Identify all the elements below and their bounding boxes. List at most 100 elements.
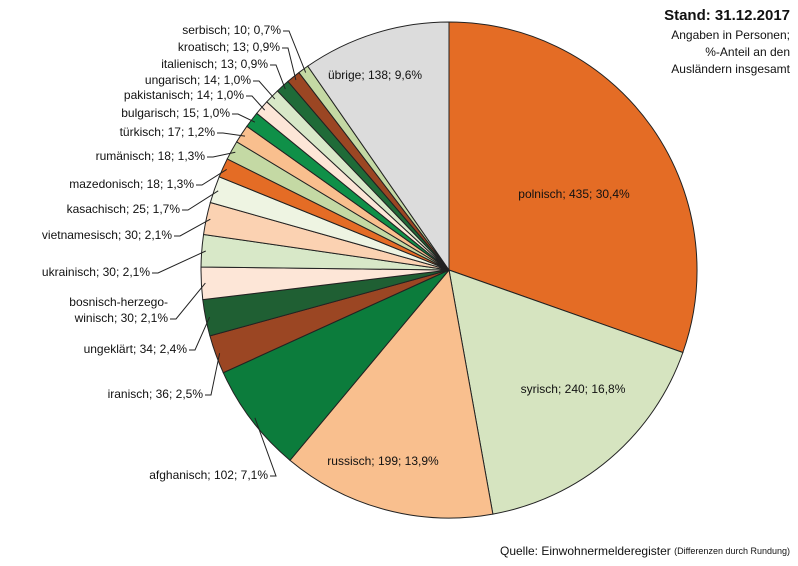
value-label: 18 xyxy=(158,149,172,163)
separator: ; xyxy=(210,88,217,102)
slice-label: rumänisch; 18; 1,3% xyxy=(96,149,206,163)
separator: ; xyxy=(371,454,378,468)
percent-label: 1,3% xyxy=(167,177,195,191)
slice-label: türkisch; 17; 1,2% xyxy=(120,125,216,139)
slice-label: übrige; 138; 9,6% xyxy=(328,68,422,82)
separator: ; xyxy=(133,342,140,356)
separator: ; xyxy=(146,202,153,216)
percent-label: 1,3% xyxy=(178,149,206,163)
separator: ; xyxy=(197,73,204,87)
value-label: 102 xyxy=(214,468,234,482)
slice-label: syrisch; 240; 16,8% xyxy=(521,382,626,396)
slice-label: bosnisch-herzego-winisch; 30; 2,1% xyxy=(69,295,168,325)
value-label: 18 xyxy=(147,177,161,191)
value-label: 30 xyxy=(121,311,135,325)
separator: ; xyxy=(246,40,253,54)
leader-line xyxy=(253,80,276,100)
category-label: pakistanisch xyxy=(124,88,190,102)
category-label: winisch xyxy=(74,311,114,325)
separator: ; xyxy=(558,382,565,396)
leader-line xyxy=(270,64,286,90)
category-label: kroatisch xyxy=(178,40,226,54)
separator: ; xyxy=(214,57,221,71)
separator: ; xyxy=(234,57,241,71)
value-label: 15 xyxy=(183,106,197,120)
subtitle: %-Anteil an den xyxy=(705,45,790,59)
category-label: vietnamesisch xyxy=(42,228,118,242)
percent-label: 0,9% xyxy=(241,57,269,71)
category-label: italienisch xyxy=(161,57,214,71)
separator: ; xyxy=(118,228,125,242)
separator: ; xyxy=(160,177,167,191)
percent-label: 2,1% xyxy=(141,311,169,325)
separator: ; xyxy=(116,265,123,279)
value-label: 240 xyxy=(565,382,585,396)
slice-label: ungarisch; 14; 1,0% xyxy=(145,73,251,87)
separator: ; xyxy=(138,228,145,242)
slice-label: iranisch; 36; 2,5% xyxy=(108,387,204,401)
separator: ; xyxy=(171,149,178,163)
source-note: (Differenzen durch Rundung) xyxy=(674,546,790,556)
separator: ; xyxy=(398,454,405,468)
separator: ; xyxy=(161,125,168,139)
percent-label: 16,8% xyxy=(591,382,625,396)
category-label: bosnisch-herzego- xyxy=(69,295,168,309)
separator: ; xyxy=(153,342,160,356)
separator: ; xyxy=(388,68,395,82)
value-label: 435 xyxy=(569,187,589,201)
leader-line xyxy=(207,151,236,158)
value-label: 10 xyxy=(234,23,248,37)
leader-line xyxy=(283,30,307,73)
slice-label: serbisch; 10; 0,7% xyxy=(182,23,281,37)
separator: ; xyxy=(226,40,233,54)
separator: ; xyxy=(126,202,133,216)
separator: ; xyxy=(247,23,254,37)
percent-label: 2,1% xyxy=(145,228,173,242)
pie-slice xyxy=(222,269,450,462)
separator: ; xyxy=(181,125,188,139)
leader-line xyxy=(246,95,266,111)
leader-line xyxy=(152,250,206,274)
leader-line xyxy=(196,169,227,186)
percent-label: 30,4% xyxy=(596,187,630,201)
value-label: 13 xyxy=(221,57,235,71)
separator: ; xyxy=(562,187,569,201)
source: Quelle: Einwohnermelderegister xyxy=(500,544,671,558)
percent-label: 2,5% xyxy=(176,387,204,401)
chart-title: Stand: 31.12.2017 xyxy=(664,7,790,24)
separator: ; xyxy=(169,387,176,401)
category-label: rumänisch xyxy=(96,149,151,163)
leader-line xyxy=(189,316,211,351)
slice-label: bulgarisch; 15; 1,0% xyxy=(121,106,230,120)
category-label: bulgarisch xyxy=(121,106,176,120)
slice-label: kroatisch; 13; 0,9% xyxy=(178,40,280,54)
separator: ; xyxy=(140,177,147,191)
percent-label: 0,9% xyxy=(253,40,281,54)
slice-label: italienisch; 13; 0,9% xyxy=(161,57,268,71)
subtitle: Angaben in Personen; xyxy=(671,28,790,42)
separator: ; xyxy=(227,23,234,37)
category-label: iranisch xyxy=(108,387,149,401)
category-label: ungeklärt xyxy=(84,342,134,356)
separator: ; xyxy=(589,187,596,201)
separator: ; xyxy=(96,265,103,279)
separator: ; xyxy=(190,88,197,102)
source: Quelle: Einwohnermelderegister (Differen… xyxy=(500,544,790,558)
separator: ; xyxy=(114,311,121,325)
slice-label: afghanisch; 102; 7,1% xyxy=(149,468,268,482)
slice-label: vietnamesisch; 30; 2,1% xyxy=(42,228,172,242)
slice-label: polnisch; 435; 30,4% xyxy=(518,187,630,201)
separator: ; xyxy=(234,468,241,482)
separator: ; xyxy=(207,468,214,482)
slice-label: mazedonisch; 18; 1,3% xyxy=(69,177,194,191)
separator: ; xyxy=(217,73,224,87)
percent-label: 2,4% xyxy=(160,342,188,356)
leader-line xyxy=(232,113,256,123)
value-label: 30 xyxy=(125,228,139,242)
value-label: 138 xyxy=(368,68,388,82)
value-label: 199 xyxy=(378,454,398,468)
separator: ; xyxy=(134,311,141,325)
percent-label: 7,1% xyxy=(241,468,269,482)
pie-slice xyxy=(307,21,450,272)
